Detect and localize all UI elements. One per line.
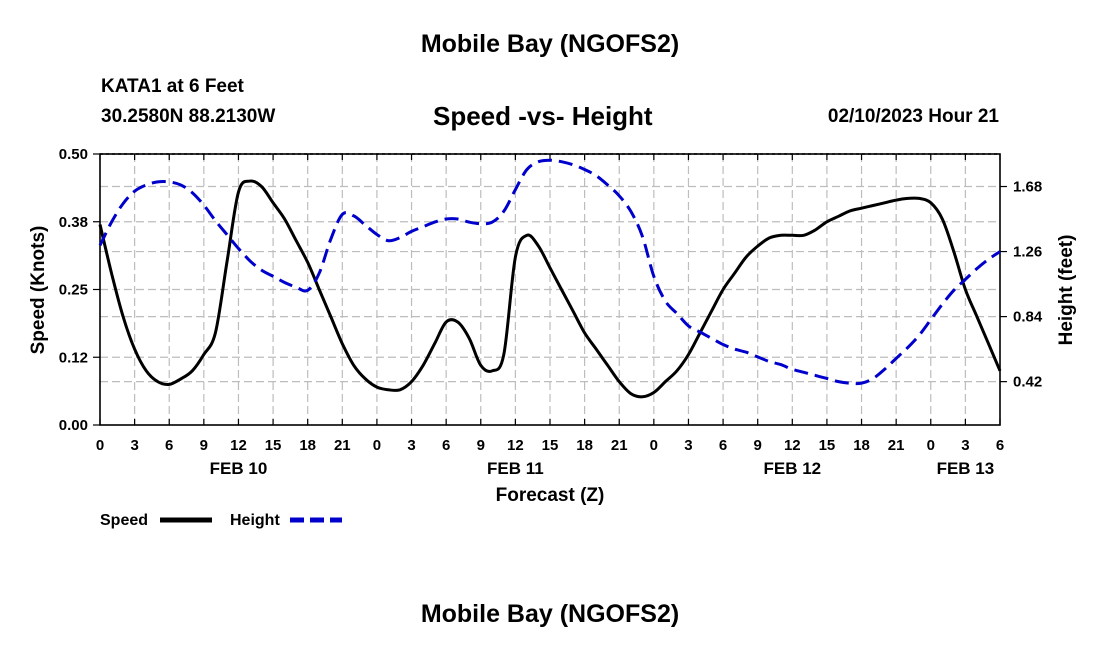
station-coordinates: 30.2580N 88.2130W: [101, 106, 276, 127]
chart-legend: Speed Height: [100, 512, 342, 529]
y-tick-label-left: 0.50: [59, 146, 88, 163]
x-tick-label: 3: [407, 437, 415, 454]
x-tick-label: 18: [299, 437, 316, 454]
axis-layer: [93, 153, 1007, 426]
x-tick-label: 15: [542, 437, 559, 454]
x-tick-label: 3: [130, 437, 138, 454]
station-name: KATA1 at 6 Feet: [101, 76, 244, 97]
y-axis-title-left: Speed (Knots): [28, 226, 49, 355]
legend-height-label: Height: [230, 512, 280, 529]
x-tick-label: 21: [888, 437, 905, 454]
grid-layer: [100, 154, 1000, 425]
x-tick-label: 0: [373, 437, 381, 454]
y-tick-label-right: 1.68: [1013, 179, 1042, 196]
series-layer: [98, 158, 1002, 399]
x-tick-label: 0: [96, 437, 104, 454]
date-label: FEB 12: [763, 459, 821, 478]
date-label: FEB 10: [210, 459, 268, 478]
y-tick-label-left: 0.00: [59, 417, 88, 434]
x-tick-label: 12: [507, 437, 524, 454]
x-tick-label: 21: [334, 437, 351, 454]
x-tick-label: 6: [442, 437, 450, 454]
x-tick-label: 9: [477, 437, 485, 454]
x-tick-label: 9: [200, 437, 208, 454]
date-label: FEB 11: [487, 459, 544, 478]
footer-title: Mobile Bay (NGOFS2): [420, 600, 680, 628]
x-tick-label: 3: [684, 437, 692, 454]
x-tick-label: 6: [719, 437, 727, 454]
x-tick-label: 0: [650, 437, 658, 454]
x-tick-label: 6: [996, 437, 1004, 454]
date-label: FEB 13: [937, 459, 995, 478]
y-axis-title-right: Height (feet): [1056, 235, 1077, 346]
y-tick-label-left: 0.25: [59, 282, 88, 299]
legend-speed-label: Speed: [100, 512, 148, 529]
label-layer: Forecast (Z) Speed (Knots) Height (feet)…: [28, 146, 1077, 506]
x-tick-label: 15: [819, 437, 836, 454]
y-tick-label-right: 0.42: [1013, 374, 1042, 391]
x-tick-label: 21: [611, 437, 628, 454]
x-tick-label: 18: [576, 437, 593, 454]
y-tick-label-left: 0.12: [59, 349, 88, 366]
forecast-timestamp: 02/10/2023 Hour 21: [827, 106, 999, 127]
y-tick-label-left: 0.38: [59, 214, 88, 231]
x-tick-label: 0: [927, 437, 935, 454]
x-tick-label: 12: [784, 437, 801, 454]
x-tick-label: 12: [230, 437, 247, 454]
x-tick-label: 18: [853, 437, 870, 454]
x-tick-label: 3: [961, 437, 969, 454]
x-tick-label: 9: [754, 437, 762, 454]
series-line-speed: [98, 179, 1002, 399]
x-tick-label: 6: [165, 437, 173, 454]
chart-main-title: Mobile Bay (NGOFS2): [420, 30, 680, 58]
x-tick-label: 15: [265, 437, 282, 454]
y-tick-label-right: 1.26: [1013, 244, 1042, 261]
y-tick-label-right: 0.84: [1013, 309, 1043, 326]
series-line-height: [98, 158, 1001, 386]
x-axis-title: Forecast (Z): [496, 485, 605, 506]
chart-subtitle: Speed -vs- Height: [433, 101, 653, 131]
